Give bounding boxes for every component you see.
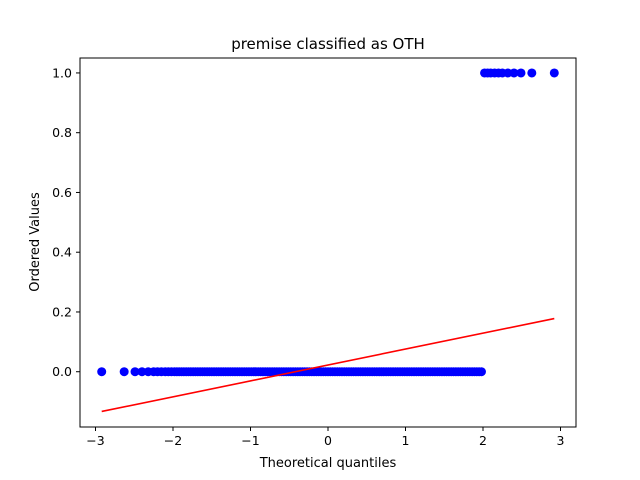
x-tick-label: 3 — [557, 433, 565, 448]
data-point — [509, 68, 519, 78]
fit-line — [101, 317, 555, 413]
y-tick-label: 1.0 — [52, 65, 72, 80]
x-tick-label: −3 — [86, 433, 104, 448]
y-axis-label: Ordered Values — [28, 192, 43, 292]
data-point — [476, 367, 486, 377]
chart-title: premise classified as OTH — [231, 35, 425, 53]
data-point — [503, 68, 513, 78]
data-point — [119, 367, 129, 377]
x-tick-label: 1 — [402, 433, 410, 448]
x-axis: −3 −2 −1 0 1 2 3 — [86, 427, 564, 448]
y-tick-label: 0.8 — [52, 125, 72, 140]
data-point — [137, 367, 147, 377]
data-point — [516, 68, 526, 78]
y-axis: 0.0 0.2 0.4 0.6 0.8 1.0 — [52, 65, 80, 379]
x-tick-label: 0 — [324, 433, 332, 448]
y-tick-label: 0.2 — [52, 304, 72, 319]
data-point — [549, 68, 559, 78]
data-point — [527, 68, 537, 78]
y-tick-label: 0.6 — [52, 185, 72, 200]
x-tick-label: −1 — [241, 433, 259, 448]
x-tick-label: 2 — [479, 433, 487, 448]
x-tick-label: −2 — [164, 433, 182, 448]
x-axis-label: Theoretical quantiles — [259, 456, 397, 471]
y-tick-label: 0.0 — [52, 364, 72, 379]
data-point — [130, 367, 140, 377]
plot-area — [97, 68, 559, 413]
y-tick-label: 0.4 — [52, 245, 72, 260]
data-point — [97, 367, 107, 377]
